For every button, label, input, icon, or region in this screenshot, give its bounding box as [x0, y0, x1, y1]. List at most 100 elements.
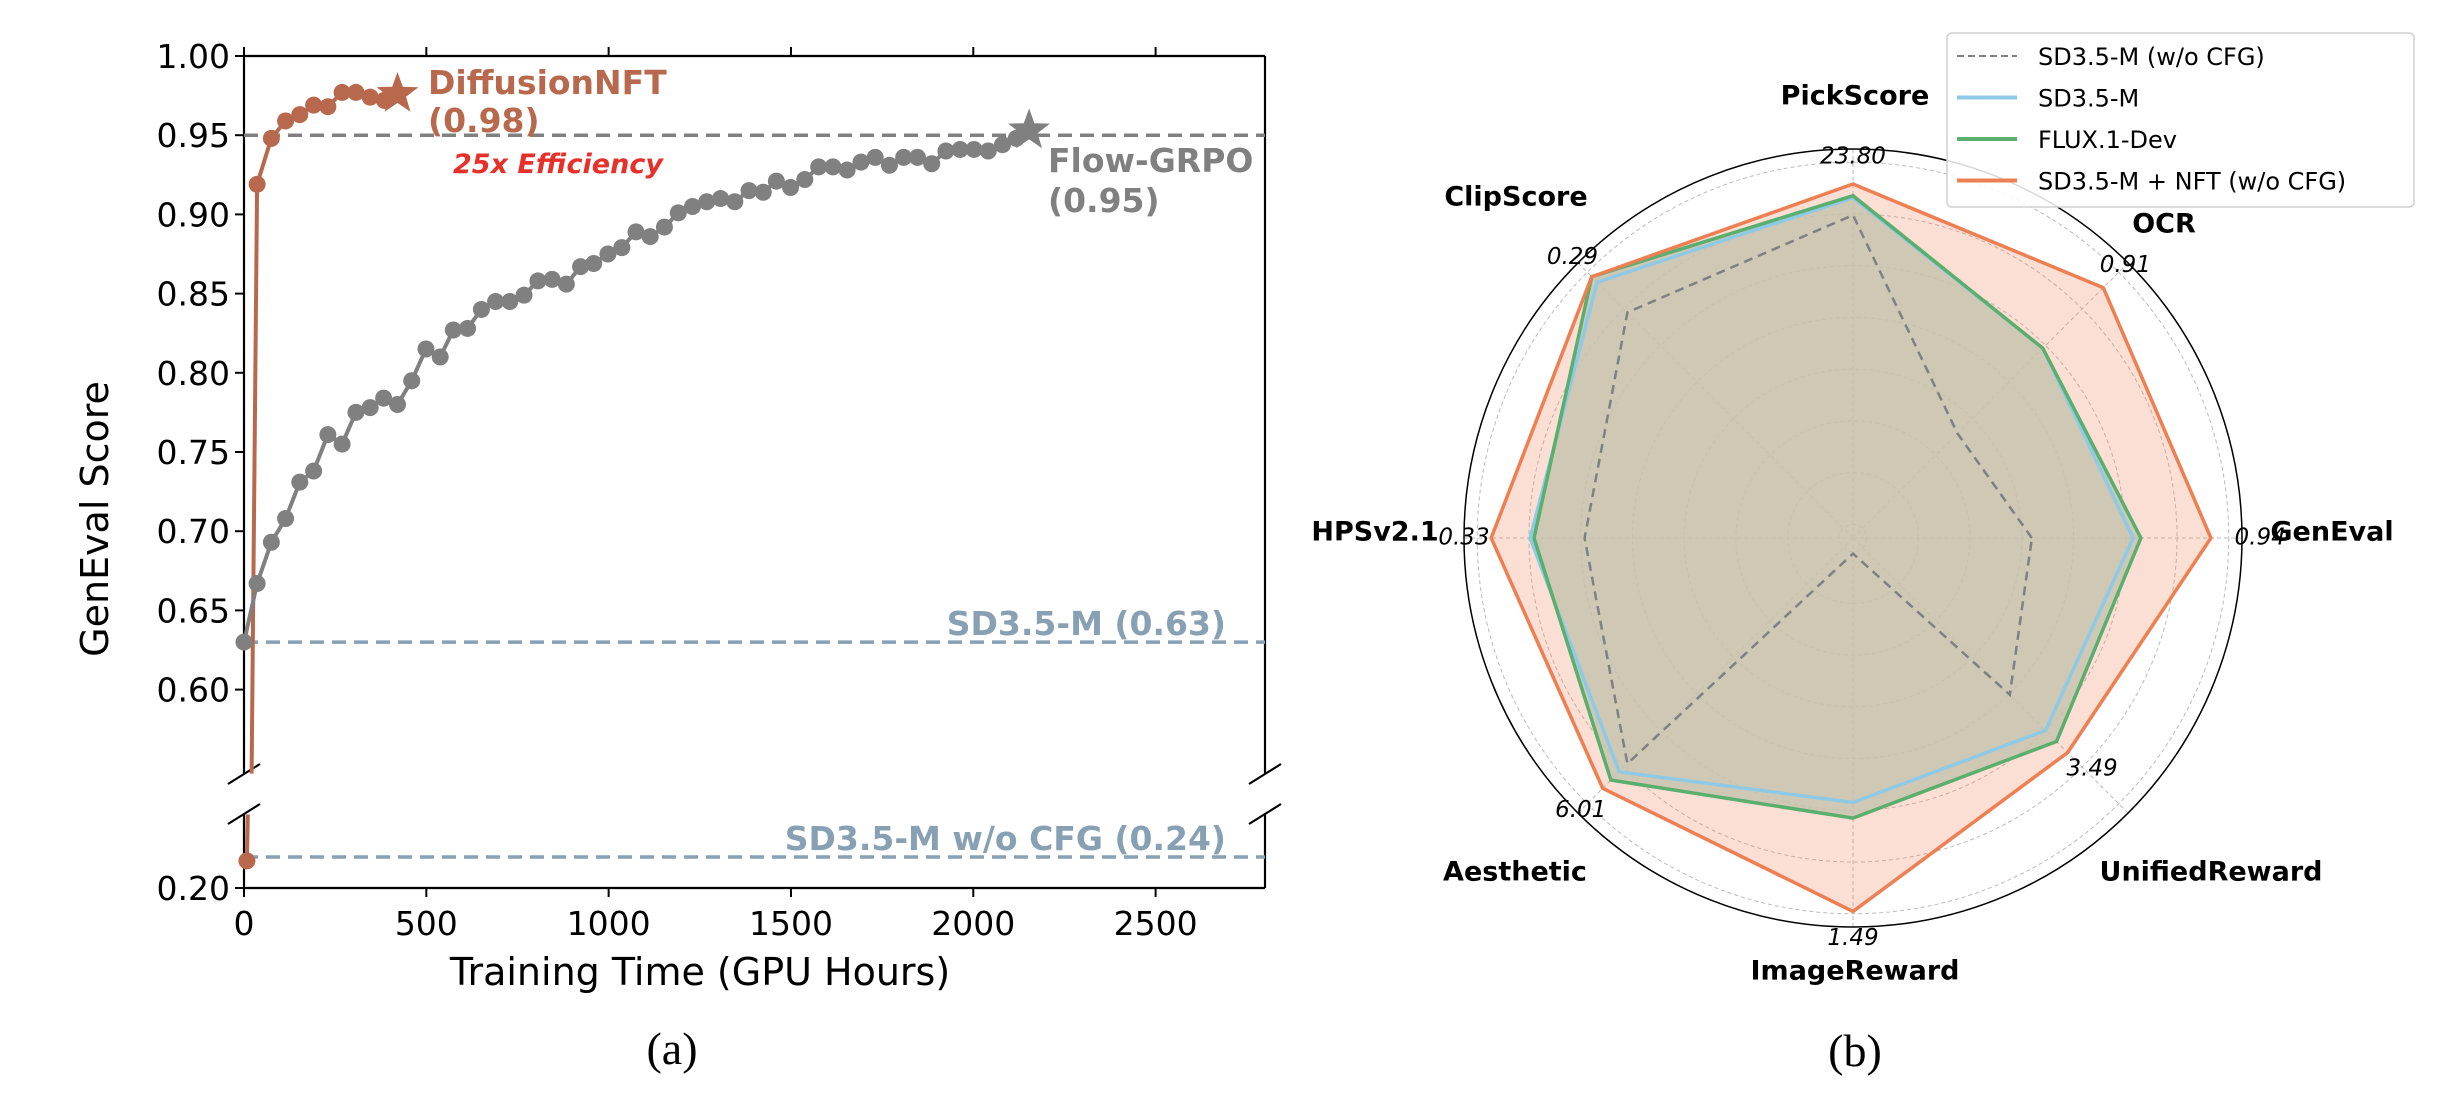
series-fill-flux [1534, 195, 2141, 819]
data-point [923, 155, 941, 173]
diffusionnft-label: DiffusionNFT [428, 63, 667, 102]
y-tick-label: 0.85 [157, 275, 230, 314]
data-point [277, 112, 295, 130]
data-point [796, 171, 814, 189]
efficiency-annotation: 25x Efficiency [453, 149, 664, 180]
legend-box [1946, 32, 2415, 208]
radar-series [1489, 182, 2213, 914]
legend-label: FLUX.1-Dev [2038, 126, 2177, 154]
data-point [333, 83, 351, 101]
radar-axis-max-label: 0.91 [2100, 252, 2151, 278]
sd35m-wo-cfg-reference-label: SD3.5-M w/o CFG (0.24) [785, 819, 1226, 858]
x-tick-label: 2500 [1114, 904, 1198, 943]
axis-break-mark [1248, 763, 1282, 785]
data-point [684, 197, 702, 215]
radar-axis-label: GenEval [2270, 517, 2393, 548]
x-tick-label: 1000 [567, 904, 651, 943]
data-point [979, 142, 997, 160]
data-point [347, 403, 365, 421]
data-point [248, 574, 266, 592]
radar-axis-max-label: 0.94 [2235, 525, 2286, 551]
y-tick-label: 0.90 [157, 195, 230, 234]
data-point [235, 633, 253, 651]
training-curve-chart: 0 500 1000 1500 2000 2500 1.00 0.95 0.90 0.85 0.80… [73, 37, 1282, 1074]
data-point [444, 321, 462, 339]
data-point [459, 319, 477, 337]
data-point [767, 172, 785, 190]
axes-frame [227, 54, 1282, 890]
data-point [852, 153, 870, 171]
data-point [487, 293, 505, 311]
axis-break-mark [227, 803, 261, 825]
legend-label: SD3.5-M [2038, 85, 2139, 113]
data-point [669, 204, 687, 222]
legend: SD3.5-M (w/o CFG) SD3.5-M FLUX.1-Dev SD3.5-… [1946, 32, 2415, 208]
sd35m-reference-label: SD3.5-M (0.63) [947, 604, 1226, 643]
series-line-flux [1532, 193, 2143, 820]
data-point [951, 140, 969, 158]
data-point [627, 223, 645, 241]
series-line-upper [242, 128, 1031, 643]
y-tick-label: 0.80 [157, 354, 230, 393]
data-point [333, 435, 351, 453]
data-point [319, 98, 337, 116]
data-point [375, 389, 393, 407]
reference-lines [244, 133, 1265, 859]
panel-label-b: (b) [1828, 1025, 1882, 1076]
data-point [880, 156, 898, 174]
data-point [305, 462, 323, 480]
data-point [472, 300, 490, 318]
data-point [347, 83, 365, 101]
legend-items: SD3.5-M (w/o CFG) SD3.5-M FLUX.1-Dev SD3.5-… [1957, 43, 2346, 196]
data-point [585, 255, 603, 273]
data-point [698, 193, 716, 211]
radar-grid-ring [1476, 161, 2230, 915]
axis-break-mark [227, 763, 261, 785]
x-tick-label: 2000 [931, 904, 1015, 943]
diffusionnft-final-value: (0.98) [428, 101, 540, 140]
series-line-sd35m-wo-cfg [1583, 213, 2034, 767]
radar-axis-label: PickScore [1781, 81, 1930, 112]
data-point [754, 183, 772, 201]
series-lines [235, 72, 1050, 870]
data-point [403, 372, 421, 390]
radar-axis-max-label: 0.33 [1438, 525, 1489, 551]
legend-label: SD3.5-M + NFT (w/o CFG) [2038, 168, 2346, 196]
data-point [641, 228, 659, 246]
final-star-marker [1008, 108, 1050, 149]
y-tick-label: 0.95 [157, 116, 230, 155]
legend-label: SD3.5-M (w/o CFG) [2038, 43, 2265, 71]
data-point [543, 270, 561, 288]
data-point [529, 272, 547, 290]
data-point [431, 348, 449, 366]
y-axis-label: GenEval Score [73, 381, 117, 657]
data-point [319, 426, 337, 444]
data-point [838, 161, 856, 179]
data-point [305, 96, 323, 114]
radar-outer-circle [1463, 148, 2243, 928]
data-point [262, 533, 280, 551]
data-point [655, 218, 673, 236]
radar-axis-max-label: 1.49 [1827, 925, 1878, 951]
data-point [238, 852, 256, 870]
data-point [599, 245, 617, 263]
data-point [782, 178, 800, 196]
x-tick-label: 500 [395, 904, 458, 943]
y-tick-label: 0.75 [157, 433, 230, 472]
data-point [866, 148, 884, 166]
data-point [810, 158, 828, 176]
data-point [895, 148, 913, 166]
radar-axis-label: HPSv2.1 [1311, 517, 1438, 548]
data-point [572, 258, 590, 276]
radar-axis-max-label: 3.49 [2066, 756, 2117, 782]
data-point [291, 473, 309, 491]
x-tick-label: 1500 [749, 904, 833, 943]
data-point [501, 293, 519, 311]
data-point [515, 286, 533, 304]
radar-axis-max-label: 6.01 [1555, 797, 1606, 823]
flow-grpo-final-value: (0.95) [1048, 181, 1160, 220]
data-point [965, 140, 983, 158]
flow-grpo-label: Flow-GRPO [1048, 141, 1253, 180]
